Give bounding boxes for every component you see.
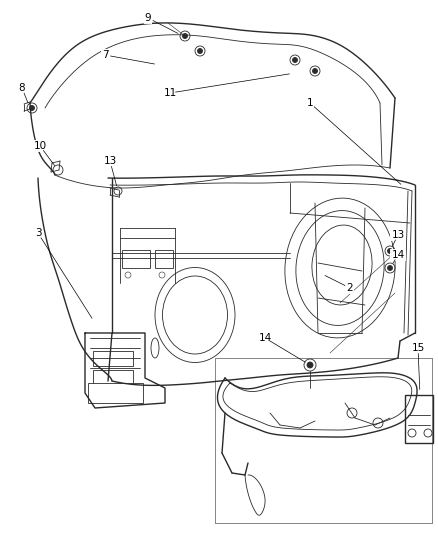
FancyBboxPatch shape	[122, 250, 150, 268]
Text: 1: 1	[307, 98, 313, 108]
Text: 15: 15	[411, 343, 424, 353]
FancyBboxPatch shape	[155, 250, 173, 268]
Text: 8: 8	[19, 83, 25, 93]
Text: 14: 14	[392, 250, 405, 260]
FancyBboxPatch shape	[405, 395, 433, 443]
Circle shape	[307, 362, 313, 368]
Text: 7: 7	[102, 50, 108, 60]
Text: 13: 13	[392, 230, 405, 240]
Circle shape	[388, 265, 392, 271]
FancyBboxPatch shape	[88, 383, 143, 403]
Text: 11: 11	[163, 88, 177, 98]
Text: 2: 2	[347, 283, 353, 293]
Circle shape	[293, 58, 297, 62]
FancyBboxPatch shape	[93, 370, 133, 385]
FancyBboxPatch shape	[93, 351, 133, 366]
Text: 14: 14	[258, 333, 272, 343]
Text: 10: 10	[33, 141, 46, 151]
Circle shape	[183, 34, 187, 38]
Text: 13: 13	[103, 156, 117, 166]
Circle shape	[312, 69, 318, 74]
Circle shape	[29, 106, 35, 110]
Text: 3: 3	[35, 228, 41, 238]
Text: 9: 9	[145, 13, 151, 23]
Circle shape	[388, 248, 392, 254]
Circle shape	[198, 49, 202, 53]
